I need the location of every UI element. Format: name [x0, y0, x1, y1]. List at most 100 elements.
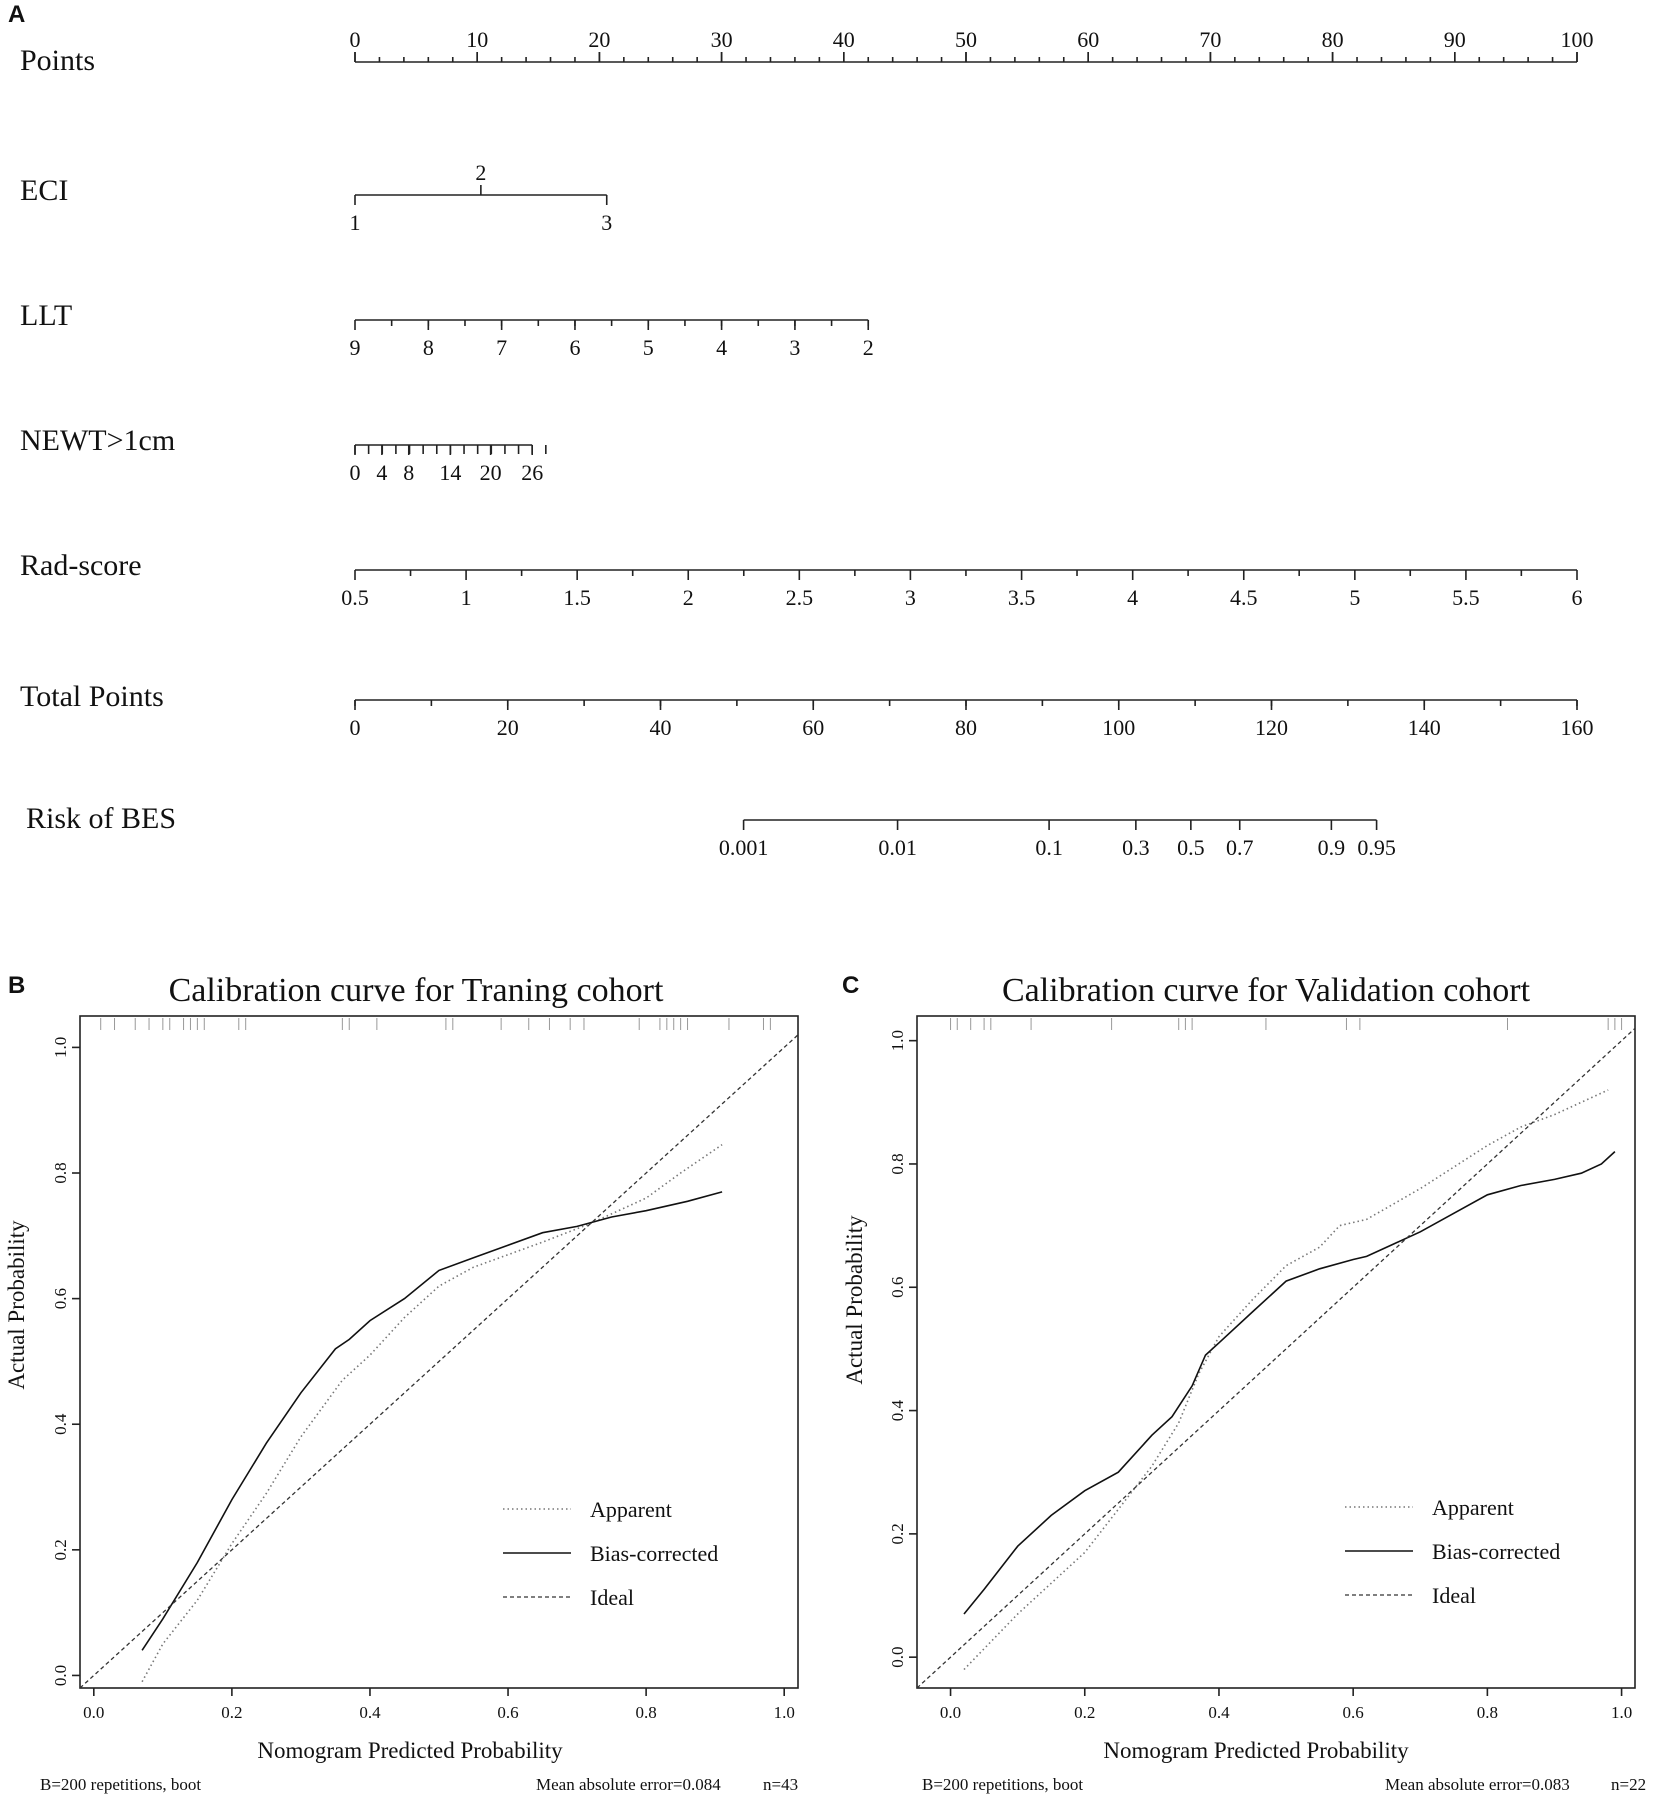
y-tick-label: 0.8	[888, 1153, 907, 1174]
x-tick-label: 0.0	[83, 1703, 104, 1722]
legend-label: Apparent	[590, 1497, 672, 1522]
x-tick-label: 1.0	[1611, 1703, 1632, 1722]
tick-label: 9	[350, 335, 361, 360]
tick-label: 0.5	[1177, 835, 1205, 860]
tick-label: 5.5	[1452, 585, 1480, 610]
y-axis-label: Actual Probability	[4, 1220, 29, 1390]
series-apparent	[963, 1089, 1609, 1671]
tick-label: 2	[683, 585, 694, 610]
tick-label: 40	[650, 715, 672, 740]
tick-label: 0.95	[1357, 835, 1396, 860]
tick-label: 0.5	[341, 585, 369, 610]
tick-label: 6	[1572, 585, 1583, 610]
tick-label: 100	[1561, 27, 1594, 52]
chart-title: Calibration curve for Validation cohort	[1002, 972, 1531, 1009]
tick-label: 0	[350, 27, 361, 52]
y-tick-label: 0.0	[51, 1665, 70, 1686]
tick-label: 2	[863, 335, 874, 360]
y-tick-label: 0.6	[51, 1288, 70, 1309]
y-tick-label: 0.8	[51, 1162, 70, 1183]
tick-label: 0	[350, 460, 361, 485]
nomogram-row-rad-score: Rad-score 0.5 1 1.5 2 2.5 3 3.5 4 4.5 5 5.5 6	[20, 549, 1583, 610]
tick-label: 3	[601, 210, 612, 235]
tick-label: 0.001	[719, 835, 769, 860]
legend-label: Ideal	[1432, 1583, 1476, 1608]
tick-label: 70	[1199, 27, 1221, 52]
row-label: Risk of BES	[26, 802, 176, 835]
tick-label: 26	[521, 460, 543, 485]
y-tick-label: 0.2	[51, 1539, 70, 1560]
row-label: Points	[20, 44, 95, 77]
nomogram-row-llt: LLT 9 8 7 6 5 4 3 2	[20, 299, 874, 360]
x-tick-label: 0.6	[1343, 1703, 1364, 1722]
row-label: NEWT>1cm	[20, 424, 175, 457]
tick-label: 2	[475, 160, 486, 185]
tick-label: 6	[569, 335, 580, 360]
tick-label: 140	[1408, 715, 1441, 740]
legend-label: Apparent	[1432, 1495, 1514, 1520]
x-tick-label: 0.2	[1074, 1703, 1095, 1722]
y-tick-label: 0.4	[888, 1399, 907, 1421]
series-ideal	[80, 1033, 798, 1688]
tick-label: 2.5	[786, 585, 814, 610]
x-axis-label: Nomogram Predicted Probability	[1103, 1738, 1409, 1763]
tick-label: 5	[1349, 585, 1360, 610]
series-ideal	[917, 1027, 1635, 1688]
nomogram-row-points: Points 0 10 20 30 40 50 60 70 80 90 100	[20, 27, 1594, 77]
x-tick-label: 0.0	[940, 1703, 961, 1722]
y-tick-label: 0.0	[888, 1647, 907, 1668]
panel-label-a: A	[8, 1, 25, 28]
tick-label: 60	[1077, 27, 1099, 52]
plot-frame	[79, 1015, 799, 1689]
tick-label: 30	[711, 27, 733, 52]
tick-label: 7	[496, 335, 507, 360]
tick-label: 160	[1561, 715, 1594, 740]
nomogram-row-eci: ECI 1 2 3	[20, 160, 612, 235]
tick-label: 0.3	[1122, 835, 1150, 860]
row-label: Rad-score	[20, 549, 142, 582]
tick-label: 5	[643, 335, 654, 360]
x-tick-label: 0.4	[1208, 1703, 1230, 1722]
row-label: LLT	[20, 299, 72, 332]
nomogram-row-newt-1cm: NEWT>1cm 0 4 8 14 20 26	[20, 424, 547, 485]
row-label: Total Points	[20, 680, 164, 713]
row-label: ECI	[20, 174, 68, 207]
calibration-panel-training: Calibration curve for Traning cohort Nom…	[4, 972, 799, 1794]
tick-label: 1	[461, 585, 472, 610]
tick-label: 80	[955, 715, 977, 740]
x-tick-label: 0.6	[497, 1703, 518, 1722]
series-apparent	[141, 1144, 723, 1683]
footer-mae: Mean absolute error=0.083	[1385, 1775, 1570, 1794]
tick-label: 10	[466, 27, 488, 52]
tick-label: 8	[423, 335, 434, 360]
chart-title: Calibration curve for Traning cohort	[169, 972, 664, 1009]
legend-label: Bias-corrected	[1432, 1539, 1560, 1564]
tick-label: 4.5	[1230, 585, 1258, 610]
tick-label: 14	[439, 460, 461, 485]
footer-bootstrap: B=200 repetitions, boot	[40, 1775, 201, 1794]
plot-frame	[916, 1015, 1636, 1689]
tick-label: 120	[1255, 715, 1288, 740]
y-tick-label: 1.0	[51, 1037, 70, 1058]
y-tick-label: 1.0	[888, 1030, 907, 1051]
tick-label: 40	[833, 27, 855, 52]
legend-label: Bias-corrected	[590, 1541, 718, 1566]
tick-label: 1	[350, 210, 361, 235]
panel-label-b: B	[8, 972, 25, 999]
calibration-panel-validation: Calibration curve for Validation cohort …	[842, 972, 1646, 1794]
tick-label: 90	[1444, 27, 1466, 52]
y-axis-label: Actual Probability	[842, 1215, 867, 1385]
tick-label: 0.01	[878, 835, 917, 860]
x-axis-label: Nomogram Predicted Probability	[257, 1738, 563, 1763]
y-tick-label: 0.2	[888, 1523, 907, 1544]
x-tick-label: 0.8	[635, 1703, 656, 1722]
tick-label: 1.5	[563, 585, 591, 610]
x-tick-label: 0.8	[1477, 1703, 1498, 1722]
footer-n: n=43	[763, 1775, 798, 1794]
tick-label: 0.7	[1226, 835, 1254, 860]
tick-label: 20	[497, 715, 519, 740]
tick-label: 60	[802, 715, 824, 740]
tick-label: 8	[403, 460, 414, 485]
tick-label: 80	[1322, 27, 1344, 52]
